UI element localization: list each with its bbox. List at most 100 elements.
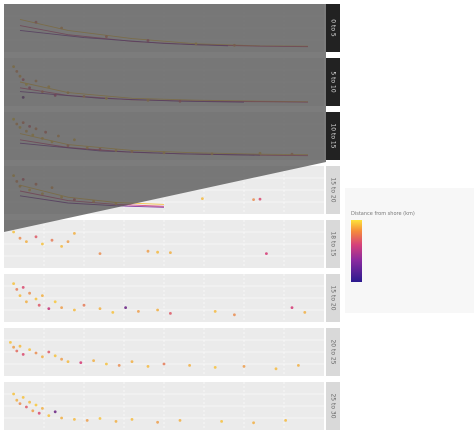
data-point: [12, 392, 16, 396]
data-point: [60, 245, 63, 248]
data-point: [25, 405, 28, 409]
data-point: [111, 311, 115, 314]
data-point: [73, 308, 76, 312]
data-point: [12, 282, 16, 285]
data-point: [146, 249, 150, 253]
data-point: [53, 410, 57, 414]
data-point: [297, 364, 300, 367]
facet-strip: [326, 382, 340, 430]
data-point: [284, 419, 287, 422]
data-point: [60, 357, 63, 361]
data-point: [252, 421, 256, 425]
facet-strip: [326, 58, 340, 106]
data-point: [66, 240, 70, 244]
facet-strip-label: 20 to 25: [330, 339, 337, 364]
data-point: [213, 366, 217, 369]
data-point: [47, 414, 51, 417]
facet-panel: 25 to 30: [4, 382, 340, 430]
data-point: [98, 252, 102, 256]
facet-strip: [326, 220, 340, 268]
data-point: [130, 360, 134, 363]
data-point: [12, 345, 16, 349]
data-point: [156, 420, 160, 424]
facet-strip-label: 0 to 5: [330, 19, 337, 37]
data-point: [28, 348, 31, 351]
color-legend: Distance from shore (km): [345, 188, 474, 313]
facet-panel: 20 to 25: [4, 328, 340, 376]
data-point: [156, 308, 160, 312]
facet-strip: [326, 4, 340, 52]
legend-box: [345, 188, 474, 313]
data-point: [156, 250, 160, 254]
data-point: [25, 300, 28, 304]
data-point: [82, 303, 86, 307]
shadow-overlay: [4, 4, 326, 232]
data-point: [137, 310, 140, 313]
data-point: [41, 242, 44, 246]
data-point: [242, 365, 246, 368]
legend-title: Distance from shore (km): [351, 211, 415, 217]
data-point: [34, 403, 38, 407]
data-point: [130, 418, 134, 421]
data-point: [220, 420, 224, 423]
data-point: [41, 407, 44, 410]
data-point: [41, 355, 44, 359]
data-point: [21, 353, 25, 356]
facet-strip-label: 15 to 20: [330, 177, 337, 202]
data-point: [28, 291, 31, 295]
data-point: [18, 236, 22, 240]
data-point: [258, 197, 262, 201]
legend-colorbar: [351, 220, 362, 282]
data-point: [15, 398, 19, 402]
data-point: [66, 360, 70, 363]
data-point: [233, 313, 236, 317]
data-point: [15, 349, 19, 353]
data-point: [162, 362, 166, 366]
data-point: [73, 232, 76, 235]
data-point: [21, 396, 25, 399]
data-point: [290, 306, 294, 309]
data-point: [47, 307, 51, 310]
data-point: [117, 364, 121, 367]
data-point: [34, 235, 38, 239]
data-point: [201, 197, 204, 201]
data-point: [252, 198, 256, 202]
data-point: [85, 419, 89, 422]
data-point: [265, 252, 268, 256]
data-point: [73, 418, 76, 421]
data-point: [114, 420, 118, 423]
data-point: [60, 416, 63, 420]
data-point: [18, 402, 22, 405]
data-point: [146, 365, 150, 368]
data-point: [31, 409, 35, 413]
facet-strip-label: 10 to 15: [330, 123, 337, 148]
data-point: [98, 417, 102, 420]
facet-strip-label: 25 to 30: [330, 393, 337, 418]
facet-strip: [326, 328, 340, 376]
data-point: [34, 297, 38, 301]
facet-strip: [326, 166, 340, 214]
facet-strip-label: 18 to 15: [330, 231, 337, 256]
data-point: [28, 400, 31, 404]
facet-strip: [326, 274, 340, 322]
data-point: [47, 350, 51, 354]
facet-panel: 18 to 15: [4, 220, 340, 268]
data-point: [34, 351, 38, 355]
data-point: [79, 361, 83, 364]
data-point: [92, 359, 95, 362]
data-point: [124, 306, 127, 309]
data-point: [21, 286, 25, 289]
data-point: [15, 288, 19, 291]
data-point: [274, 367, 278, 371]
facet-strip-label: 5 to 10: [330, 71, 337, 92]
data-point: [178, 419, 182, 422]
data-point: [188, 364, 192, 367]
data-point: [9, 341, 12, 344]
data-point: [303, 311, 307, 314]
facet-strip: [326, 112, 340, 160]
data-point: [18, 294, 22, 297]
data-point: [98, 307, 102, 310]
data-point: [25, 240, 28, 244]
